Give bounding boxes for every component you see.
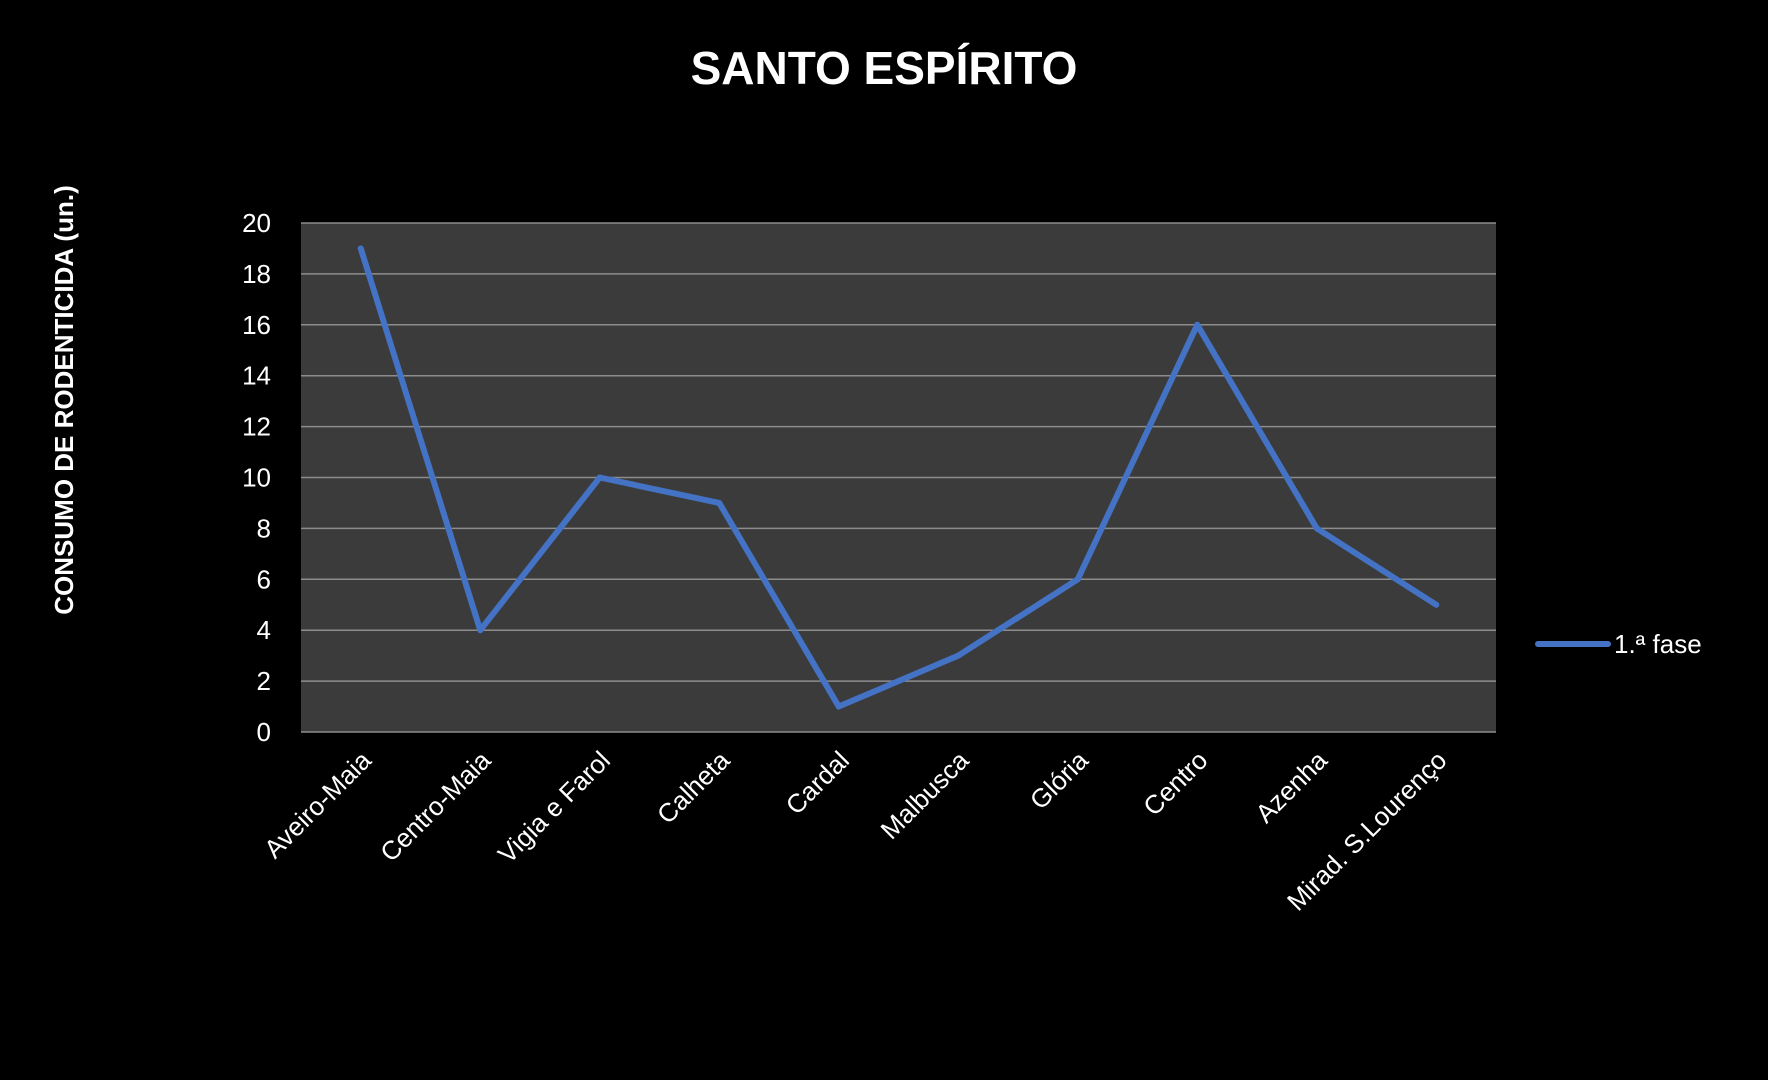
data-point [835, 703, 842, 710]
y-tick-label: 12 [242, 412, 271, 442]
x-tick-label: Calheta [651, 745, 736, 830]
data-point [716, 499, 723, 506]
data-point [1433, 601, 1440, 608]
data-point [596, 474, 603, 481]
series-layer [357, 245, 1440, 710]
y-tick-label: 0 [257, 717, 271, 747]
y-tick-label: 6 [257, 564, 271, 594]
data-point [1074, 576, 1081, 583]
x-tick-label: Glória [1024, 745, 1095, 816]
y-tick-label: 18 [242, 259, 271, 289]
series-line [357, 245, 1440, 710]
y-tick-label: 4 [257, 615, 271, 645]
y-tick-label: 14 [242, 361, 271, 391]
x-tick-label: Vigia e Farol [492, 745, 616, 869]
x-tick-label: Cardal [780, 745, 855, 820]
x-tick-label: Aveiro-Maia [258, 745, 377, 864]
legend: 1.ª fase [1535, 629, 1702, 659]
y-axis-label: CONSUMO DE RODENTICIDA (un.) [49, 185, 79, 614]
y-tick-label: 8 [257, 513, 271, 543]
data-point [955, 652, 962, 659]
y-axis-ticks: 0 2 4 6 8 10 12 14 16 18 20 [242, 208, 271, 747]
x-tick-label: Azenha [1249, 745, 1333, 829]
data-point [1313, 525, 1320, 532]
y-tick-label: 16 [242, 310, 271, 340]
chart-title: SANTO ESPÍRITO [691, 42, 1078, 94]
data-point [1194, 321, 1201, 328]
x-tick-label: Centro [1137, 745, 1213, 821]
data-point [357, 245, 364, 252]
x-tick-label: Malbusca [875, 745, 975, 845]
y-tick-label: 2 [257, 666, 271, 696]
x-tick-label: Centro-Maia [374, 745, 497, 868]
legend-label: 1.ª fase [1614, 629, 1702, 659]
data-point [477, 627, 484, 634]
y-tick-label: 10 [242, 463, 271, 493]
y-tick-label: 20 [242, 208, 271, 238]
